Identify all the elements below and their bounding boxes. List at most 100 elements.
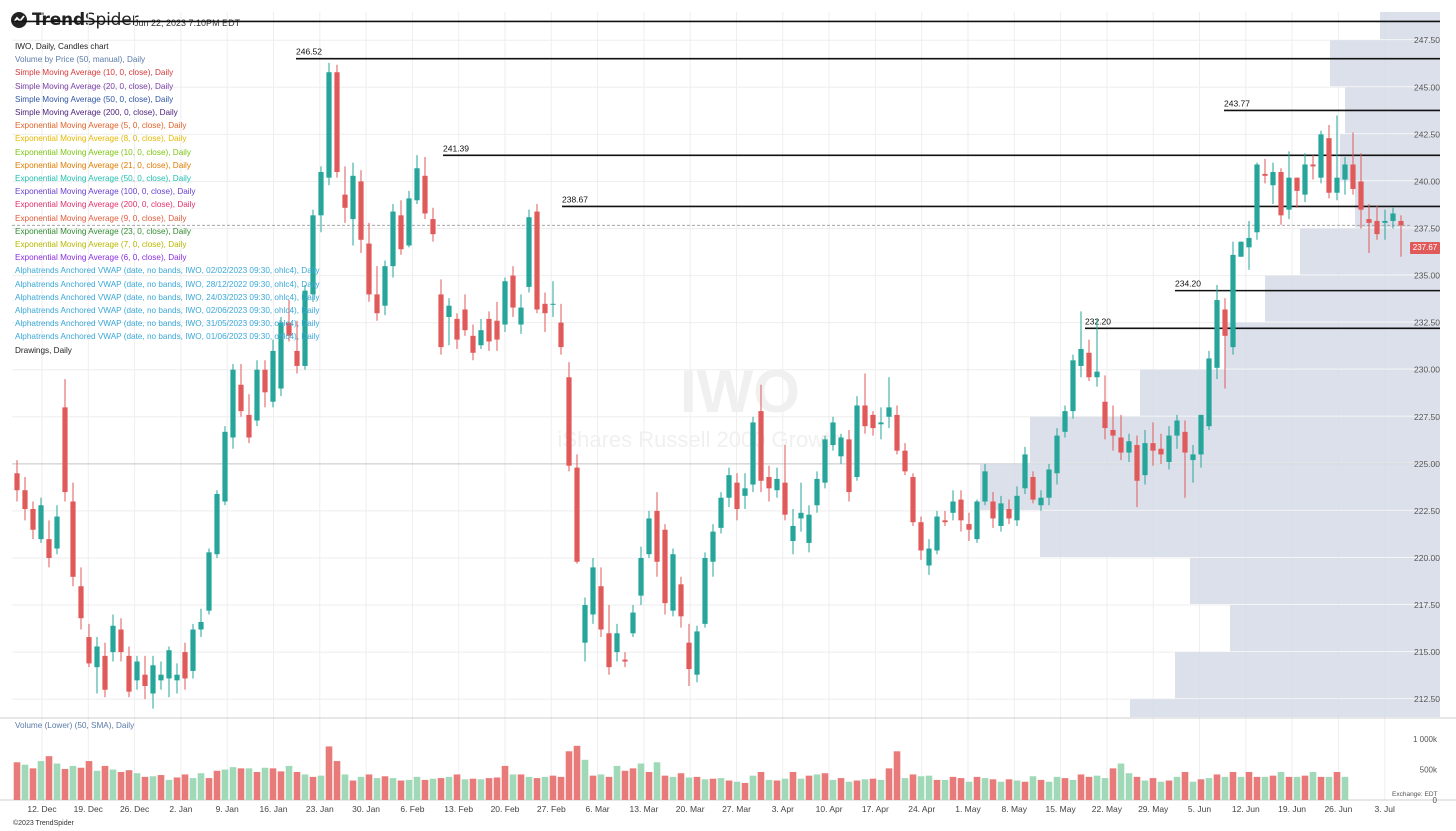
volume-bar: [661, 775, 669, 800]
volume-bar: [485, 778, 493, 800]
spider-logo-icon: [11, 12, 27, 28]
volume-bar: [277, 771, 285, 800]
legend-entry[interactable]: Simple Moving Average (50, 0, close), Da…: [15, 94, 174, 104]
candle-body: [1182, 431, 1188, 453]
y-tick-label: 242.50: [1414, 129, 1440, 139]
volume-bar: [821, 773, 829, 800]
legend-entry[interactable]: Exponential Moving Average (6, 0, close)…: [15, 253, 187, 263]
legend-entry[interactable]: Alphatrends Anchored VWAP (date, no band…: [15, 266, 320, 276]
candle-body: [1198, 414, 1204, 455]
legend-entry[interactable]: Exponential Moving Average (9, 0, close)…: [15, 213, 187, 223]
x-tick-label: 5. Jun: [1188, 804, 1211, 814]
candle-body: [1310, 164, 1316, 167]
volume-bar: [1253, 776, 1261, 800]
volume-bar: [333, 761, 341, 800]
legend-entry[interactable]: Exponential Moving Average (200, 0, clos…: [15, 200, 196, 210]
candle-body: [1022, 454, 1028, 489]
volume-bar: [1021, 781, 1029, 800]
candle-body: [574, 467, 580, 562]
candle-body: [910, 477, 916, 523]
x-tick-label: 16. Jan: [260, 804, 288, 814]
vbp-bar: [1030, 416, 1440, 463]
candle-body: [46, 539, 52, 558]
legend-entry[interactable]: Exponential Moving Average (7, 0, close)…: [15, 240, 187, 250]
volume-bar: [149, 776, 157, 800]
candle-body: [1134, 445, 1140, 481]
header-bar: TrendSpider Jun 22, 2023 7:10PM EDT: [0, 0, 1456, 36]
x-tick-label: 24. Apr: [908, 804, 935, 814]
candle-body: [1246, 237, 1252, 248]
volume-bar: [965, 781, 973, 800]
x-tick-label: 20. Mar: [676, 804, 705, 814]
volume-bar: [933, 779, 941, 800]
legend-entry[interactable]: Alphatrends Anchored VWAP (date, no band…: [15, 319, 320, 329]
legend-entry[interactable]: Exponential Moving Average (8, 0, close)…: [15, 134, 187, 144]
volume-bar: [1229, 772, 1237, 800]
volume-bar: [21, 764, 29, 800]
volume-bar: [885, 768, 893, 800]
volume-bar: [253, 772, 261, 800]
legend-entry[interactable]: Exponential Moving Average (21, 0, close…: [15, 160, 191, 170]
legend-entry[interactable]: Exponential Moving Average (100, 0, clos…: [15, 187, 196, 197]
volume-bar: [925, 775, 933, 800]
candle-body: [286, 322, 292, 336]
volume-bar: [581, 759, 589, 800]
volume-bar: [349, 780, 357, 800]
volume-bar: [717, 778, 725, 800]
watermark-symbol: IWO: [680, 358, 800, 425]
candle-body: [86, 637, 92, 664]
legend-entry[interactable]: Alphatrends Anchored VWAP (date, no band…: [15, 292, 320, 302]
candle-body: [542, 303, 548, 314]
legend-entry[interactable]: Simple Moving Average (200, 0, close), D…: [15, 108, 178, 118]
candle-body: [1270, 172, 1276, 186]
volume-bar: [1029, 776, 1037, 800]
candle-body: [486, 318, 492, 342]
x-tick-label: 27. Mar: [722, 804, 751, 814]
legend-entry[interactable]: Drawings, Daily: [15, 345, 72, 355]
candle-body: [238, 384, 244, 412]
volume-bar: [861, 779, 869, 800]
volume-bar: [309, 776, 317, 800]
volume-bar: [989, 779, 997, 800]
candle-body: [294, 350, 300, 366]
candle-body: [262, 369, 268, 393]
volume-bar: [1045, 781, 1053, 800]
candle-body: [702, 557, 708, 624]
candle-body: [94, 646, 100, 668]
volume-bar: [517, 774, 525, 800]
legend-entry[interactable]: Simple Moving Average (10, 0, close), Da…: [15, 68, 174, 78]
legend-entry[interactable]: Exponential Moving Average (10, 0, close…: [15, 147, 191, 157]
legend-entry[interactable]: IWO, Daily, Candles chart: [15, 42, 109, 51]
volume-bar: [669, 776, 677, 800]
y-tick-label: 247.50: [1414, 35, 1440, 45]
legend-entry[interactable]: Volume by Price (50, manual), Daily: [15, 55, 146, 65]
candle-body: [158, 674, 164, 681]
volume-pane-title: Volume (Lower) (50, SMA), Daily: [15, 721, 135, 730]
horizontal-levels[interactable]: 246.52 243.77 241.39 238.67 234.20 232.20: [12, 20, 1440, 330]
volume-bar: [533, 778, 541, 800]
vbp-bar: [1230, 605, 1440, 652]
legend-entry[interactable]: Alphatrends Anchored VWAP (date, no band…: [15, 306, 320, 316]
candle-body: [902, 450, 908, 472]
candle-body: [1174, 420, 1180, 436]
legend-entry[interactable]: Exponential Moving Average (23, 0, close…: [15, 226, 191, 236]
volume-bar: [1237, 776, 1245, 800]
x-tick-label: 6. Feb: [400, 804, 424, 814]
axes: 212.50 215.00 217.50 220.00 222.50 225.00 227.…: [0, 35, 1456, 814]
legend-entry[interactable]: Alphatrends Anchored VWAP (date, no band…: [15, 279, 320, 289]
x-tick-label: 12. Jun: [1232, 804, 1260, 814]
legend-entry[interactable]: Alphatrends Anchored VWAP (date, no band…: [15, 332, 320, 342]
volume-bar: [1333, 772, 1341, 800]
legend-entry[interactable]: Simple Moving Average (20, 0, close), Da…: [15, 81, 174, 91]
volume-bar: [109, 769, 117, 800]
x-tick-label: 15. May: [1045, 804, 1076, 814]
candle-body: [134, 661, 140, 681]
legend-entry[interactable]: Exponential Moving Average (5, 0, close)…: [15, 121, 187, 131]
volume-bar: [1277, 772, 1285, 800]
volume-bar: [613, 765, 621, 800]
volume-bar: [429, 778, 437, 800]
level-label: 238.67: [562, 194, 588, 204]
volume-bars: 1 000k 500k 0: [13, 735, 1438, 805]
legend-entry[interactable]: Exponential Moving Average (50, 0, close…: [15, 174, 191, 184]
